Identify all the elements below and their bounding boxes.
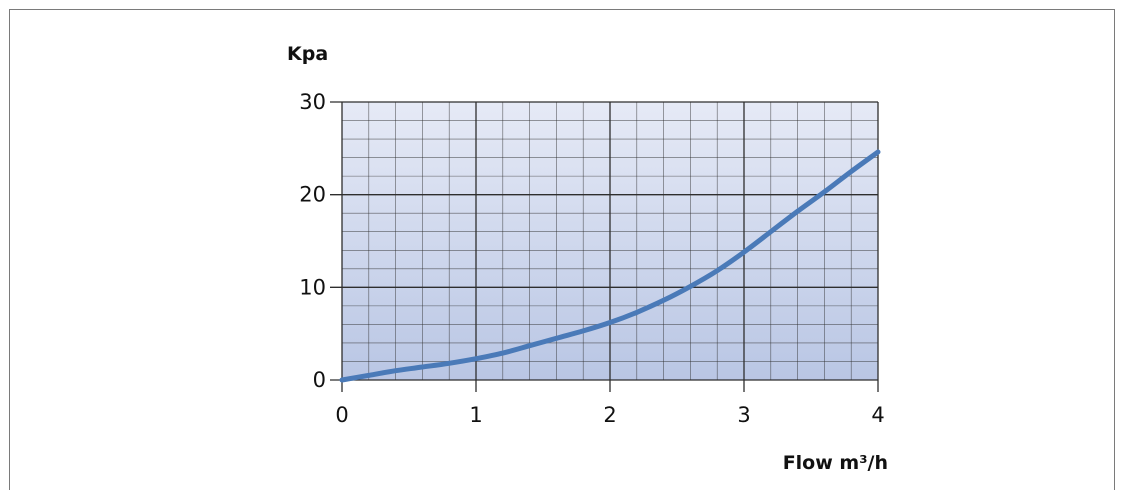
y-tick-label: 10 [299, 275, 326, 299]
y-axis-ticks: 0 10 20 30 [299, 90, 326, 392]
x-tick-label: 3 [737, 403, 750, 427]
y-tick-label: 30 [299, 90, 326, 114]
y-tick-label: 20 [299, 183, 326, 207]
major-grid [330, 101, 879, 392]
y-axis-title: Kpa [287, 43, 328, 65]
x-tick-label: 0 [335, 403, 348, 427]
series-layer [339, 149, 881, 383]
y-tick-label: 0 [313, 368, 326, 392]
x-axis-title: Flow m³/h [783, 452, 888, 474]
x-axis-ticks: 0 1 2 3 4 [335, 403, 884, 427]
x-tick-label: 4 [871, 403, 884, 427]
x-tick-label: 1 [469, 403, 482, 427]
x-tick-label: 2 [603, 403, 616, 427]
chart-frame [9, 9, 1115, 490]
series-line [339, 149, 881, 383]
